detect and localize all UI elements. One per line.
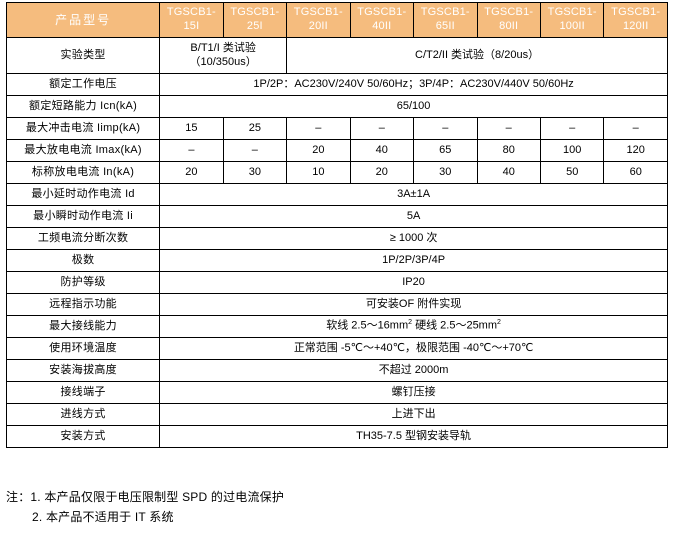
- table-row: 最大接线能力 软线 2.5～16mm2 硬线 2.5～25mm2: [5, 315, 668, 338]
- cell-remote-indication: 可安装OF 附件实现: [159, 293, 668, 316]
- cell-iimp-6: –: [539, 117, 605, 140]
- footnote-1: 注：1. 本产品仅限于电压限制型 SPD 的过电流保护: [6, 490, 285, 504]
- cell-iimp-0: 15: [159, 117, 224, 140]
- header-model-4: TGSCB1-65II: [413, 2, 478, 38]
- product-specification-table: 产品型号 TGSCB1-15I TGSCB1-25I TGSCB1-20II T…: [5, 2, 668, 448]
- cell-wiring-capacity: 软线 2.5～16mm2 硬线 2.5～25mm2: [159, 315, 668, 338]
- cell-rated-voltage: 1P/2P：AC230V/240V 50/60Hz；3P/4P：AC230V/4…: [159, 73, 668, 96]
- row-label-rated-voltage: 额定工作电压: [5, 73, 161, 96]
- row-label-poles: 极数: [5, 249, 161, 272]
- header-model-0: TGSCB1-15I: [159, 2, 224, 38]
- table-row: 接线端子 螺钉压接: [5, 381, 668, 404]
- row-label-wiring-capacity: 最大接线能力: [5, 315, 161, 338]
- cell-imax-1: –: [222, 139, 288, 162]
- row-label-iimp: 最大冲击电流 Iimp(kA): [5, 117, 161, 140]
- cell-in-7: 60: [603, 161, 668, 184]
- header-product-model: 产品型号: [5, 2, 161, 38]
- cell-test-type-class1: B/T1/I 类试验 （10/350us）: [159, 37, 288, 74]
- header-model-1: TGSCB1-25I: [222, 2, 288, 38]
- header-row: 产品型号 TGSCB1-15I TGSCB1-25I TGSCB1-20II T…: [5, 2, 668, 38]
- cell-iimp-5: –: [476, 117, 541, 140]
- row-label-in: 标称放电电流 In(kA): [5, 161, 161, 184]
- table-row: 额定工作电压 1P/2P：AC230V/240V 50/60Hz；3P/4P：A…: [5, 73, 668, 96]
- cell-in-2: 10: [286, 161, 351, 184]
- table-row: 防护等级 IP20: [5, 271, 668, 294]
- cell-protection-grade: IP20: [159, 271, 668, 294]
- cell-imax-7: 120: [603, 139, 668, 162]
- row-label-ambient-temperature: 使用环境温度: [5, 337, 161, 360]
- table-row: 安装海拔高度 不超过 2000m: [5, 359, 668, 382]
- header-model-2: TGSCB1-20II: [286, 2, 351, 38]
- row-label-wire-entry: 进线方式: [5, 403, 161, 426]
- row-label-min-instant-current: 最小瞬时动作电流 Ii: [5, 205, 161, 228]
- table-row: 最大放电电流 Imax(kA) – – 20 40 65 80 100 120: [5, 139, 668, 162]
- header-model-3: TGSCB1-40II: [349, 2, 415, 38]
- cell-imax-0: –: [159, 139, 224, 162]
- cell-iimp-2: –: [286, 117, 351, 140]
- cell-terminal: 螺钉压接: [159, 381, 668, 404]
- test-type-class1-line1: B/T1/I 类试验: [190, 41, 256, 54]
- footnote-2: 2. 本产品不适用于 IT 系统: [32, 510, 174, 525]
- table-header: 产品型号 TGSCB1-15I TGSCB1-25I TGSCB1-20II T…: [5, 2, 668, 38]
- header-model-7: TGSCB1-120II: [603, 2, 668, 38]
- cell-imax-4: 65: [413, 139, 478, 162]
- cell-short-circuit-capacity: 65/100: [159, 95, 668, 118]
- table-body: 实验类型 B/T1/I 类试验 （10/350us） C/T2/II 类试验（8…: [5, 37, 668, 448]
- cell-altitude: 不超过 2000m: [159, 359, 668, 382]
- cell-iimp-3: –: [349, 117, 415, 140]
- row-label-mounting: 安装方式: [5, 425, 161, 448]
- cell-min-delay-current: 3A±1A: [159, 183, 668, 206]
- table-row: 极数 1P/2P/3P/4P: [5, 249, 668, 272]
- test-type-class1-line2: （10/350us）: [189, 55, 257, 68]
- table-row: 标称放电电流 In(kA) 20 30 10 20 30 40 50 60: [5, 161, 668, 184]
- row-label-min-delay-current: 最小延时动作电流 Id: [5, 183, 161, 206]
- table-row: 远程指示功能 可安装OF 附件实现: [5, 293, 668, 316]
- table-row: 最小延时动作电流 Id 3A±1A: [5, 183, 668, 206]
- table-row: 额定短路能力 Icn(kA) 65/100: [5, 95, 668, 118]
- cell-iimp-1: 25: [222, 117, 288, 140]
- table-row: 实验类型 B/T1/I 类试验 （10/350us） C/T2/II 类试验（8…: [5, 37, 668, 74]
- cell-in-4: 30: [413, 161, 478, 184]
- cell-imax-5: 80: [476, 139, 541, 162]
- cell-ambient-temperature: 正常范围 -5℃～+40℃，极限范围 -40℃～+70℃: [159, 337, 668, 360]
- row-label-protection-grade: 防护等级: [5, 271, 161, 294]
- table-row: 最大冲击电流 Iimp(kA) 15 25 – – – – – –: [5, 117, 668, 140]
- row-label-short-circuit-capacity: 额定短路能力 Icn(kA): [5, 95, 161, 118]
- row-label-test-type: 实验类型: [5, 37, 161, 74]
- cell-imax-3: 40: [349, 139, 415, 162]
- row-label-terminal: 接线端子: [5, 381, 161, 404]
- row-label-remote-indication: 远程指示功能: [5, 293, 161, 316]
- cell-in-0: 20: [159, 161, 224, 184]
- cell-in-3: 20: [349, 161, 415, 184]
- row-label-imax: 最大放电电流 Imax(kA): [5, 139, 161, 162]
- header-model-5: TGSCB1-80II: [476, 2, 541, 38]
- cell-iimp-4: –: [413, 117, 478, 140]
- row-label-altitude: 安装海拔高度: [5, 359, 161, 382]
- cell-poles: 1P/2P/3P/4P: [159, 249, 668, 272]
- cell-imax-2: 20: [286, 139, 351, 162]
- row-label-breaking-operations: 工频电流分断次数: [5, 227, 161, 250]
- cell-mounting: TH35-7.5 型钢安装导轨: [159, 425, 668, 448]
- table-row: 进线方式 上进下出: [5, 403, 668, 426]
- cell-wire-entry: 上进下出: [159, 403, 668, 426]
- cell-in-6: 50: [539, 161, 605, 184]
- cell-iimp-7: –: [603, 117, 668, 140]
- cell-test-type-class2: C/T2/II 类试验（8/20us）: [286, 37, 668, 74]
- cell-breaking-operations: ≥ 1000 次: [159, 227, 668, 250]
- cell-in-5: 40: [476, 161, 541, 184]
- table-row: 最小瞬时动作电流 Ii 5A: [5, 205, 668, 228]
- cell-min-instant-current: 5A: [159, 205, 668, 228]
- footnotes: 注：1. 本产品仅限于电压限制型 SPD 的过电流保护 2. 本产品不适用于 I…: [6, 487, 666, 528]
- cell-imax-6: 100: [539, 139, 605, 162]
- table-row: 使用环境温度 正常范围 -5℃～+40℃，极限范围 -40℃～+70℃: [5, 337, 668, 360]
- table-row: 工频电流分断次数 ≥ 1000 次: [5, 227, 668, 250]
- cell-in-1: 30: [222, 161, 288, 184]
- table-row: 安装方式 TH35-7.5 型钢安装导轨: [5, 425, 668, 448]
- header-model-6: TGSCB1-100II: [539, 2, 605, 38]
